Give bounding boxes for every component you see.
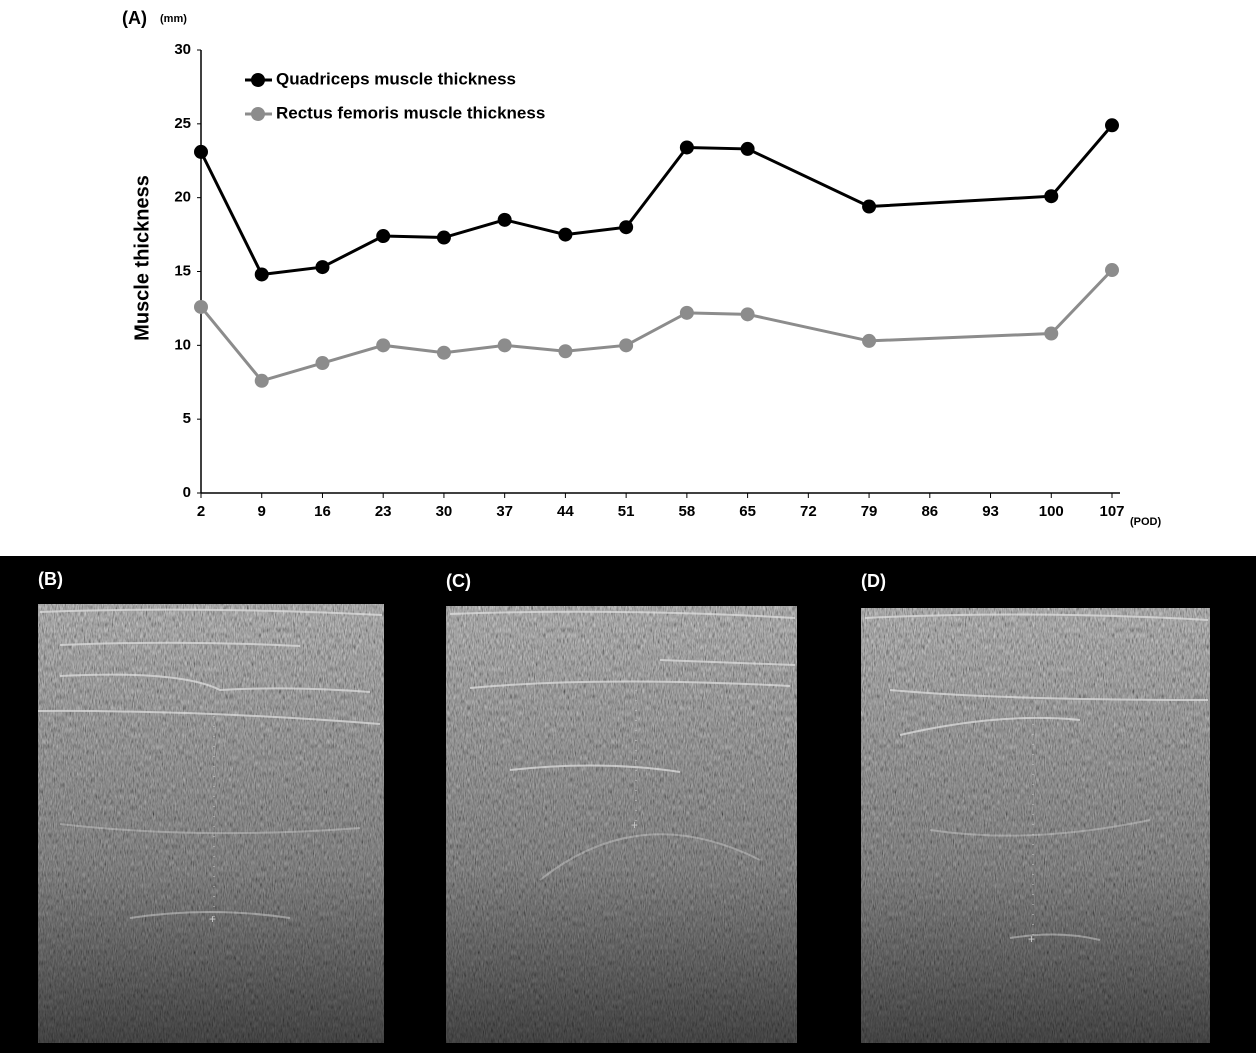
panel-label: (C) [446,571,471,591]
panel-label: (D) [861,571,886,591]
series-line [201,125,1112,274]
data-point [1044,327,1058,341]
caliper-mark: + [1028,932,1035,946]
y-tick-label: 15 [174,262,191,279]
x-tick-label: 37 [496,503,513,520]
caliper-mark: + [631,818,638,832]
data-point [680,140,694,154]
legend-marker [251,107,265,121]
figure: + + + (B) (C) (D) (A) (mm) (POD) Muscle … [0,0,1256,1053]
data-point [315,260,329,274]
caliper-mark: + [209,912,216,926]
ultrasound-b: + [38,604,384,1043]
legend-label: Rectus femoris muscle thickness [276,103,545,122]
x-tick-label: 51 [618,503,635,520]
x-tick-label: 9 [258,503,266,520]
x-tick-label: 2 [197,503,205,520]
data-point [376,338,390,352]
legend-marker [251,73,265,87]
data-point [558,228,572,242]
data-point [1105,118,1119,132]
data-point [194,145,208,159]
data-point [680,306,694,320]
x-tick-label: 93 [982,503,999,520]
shade [38,604,384,1043]
x-tick-label: 58 [679,503,696,520]
y-unit: (mm) [160,13,187,25]
x-tick-label: 79 [861,503,878,520]
data-point [1105,263,1119,277]
data-point [741,142,755,156]
ultrasound-d: + [861,608,1210,1043]
data-point [741,307,755,321]
legend-label: Quadriceps muscle thickness [276,69,516,88]
x-tick-label: 86 [921,503,938,520]
data-point [194,300,208,314]
data-point [862,200,876,214]
panel-label: (B) [38,569,63,589]
series-line [201,270,1112,381]
panel-label: (A) [122,8,147,28]
data-point [619,220,633,234]
page: {"chart_data": {"type": "line", "panel_l… [0,0,1256,1053]
x-tick-label: 107 [1099,503,1124,520]
data-point [255,267,269,281]
data-point [437,231,451,245]
x-tick-label: 65 [739,503,756,520]
data-point [315,356,329,370]
y-axis-label: Muscle thickness [131,175,153,341]
data-point [558,344,572,358]
data-point [619,338,633,352]
x-tick-label: 23 [375,503,392,520]
y-tick-label: 25 [174,115,191,132]
y-tick-label: 0 [183,484,191,501]
y-tick-label: 10 [174,336,191,353]
x-tick-label: 100 [1039,503,1064,520]
data-point [1044,189,1058,203]
data-point [437,346,451,360]
shade [861,608,1210,1043]
y-tick-label: 20 [174,189,191,206]
data-point [498,213,512,227]
x-tick-label: 72 [800,503,817,520]
x-tick-label: 30 [436,503,453,520]
x-tick-label: 44 [557,503,574,520]
data-point [376,229,390,243]
data-point [862,334,876,348]
data-point [498,338,512,352]
y-tick-label: 5 [183,410,191,427]
x-unit: (POD) [1130,516,1162,528]
data-point [255,374,269,388]
shade [446,606,797,1043]
ultrasound-c: + [446,606,797,1043]
x-tick-label: 16 [314,503,331,520]
y-tick-label: 30 [174,41,191,58]
